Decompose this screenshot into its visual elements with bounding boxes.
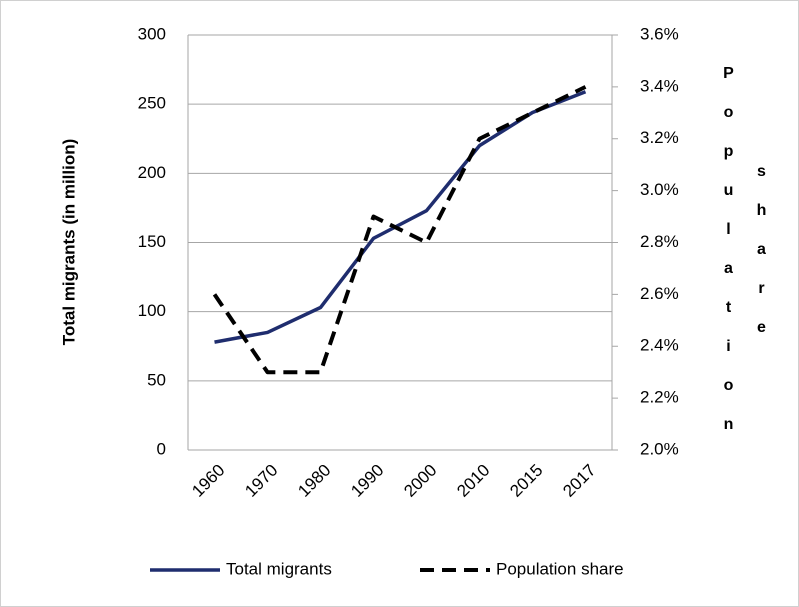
y-tick-label: 150 bbox=[138, 232, 166, 251]
x-tick-label: 2017 bbox=[559, 461, 599, 501]
x-tick-label: 1970 bbox=[241, 461, 281, 501]
y2-tick-label: 2.2% bbox=[640, 388, 679, 407]
x-tick-label: 2000 bbox=[400, 461, 440, 501]
y-tick-label: 250 bbox=[138, 94, 166, 113]
legend-label: Total migrants bbox=[226, 559, 332, 578]
x-tick-label: 1980 bbox=[294, 461, 334, 501]
x-tick-label: 2010 bbox=[453, 461, 493, 501]
y2-tick-label: 2.4% bbox=[640, 336, 679, 355]
x-tick-label: 1990 bbox=[347, 461, 387, 501]
x-tick-label: 1960 bbox=[188, 461, 228, 501]
y2-tick-label: 3.2% bbox=[640, 128, 679, 147]
y-tick-label: 100 bbox=[138, 301, 166, 320]
y-tick-label: 300 bbox=[138, 24, 166, 43]
y2-tick-label: 3.0% bbox=[640, 180, 679, 199]
y2-tick-label: 3.4% bbox=[640, 76, 679, 95]
y2-tick-label: 2.6% bbox=[640, 284, 679, 303]
x-tick-label: 2015 bbox=[506, 461, 546, 501]
y-tick-label: 200 bbox=[138, 163, 166, 182]
y-axis-title: Total migrants (in million) bbox=[59, 139, 78, 346]
y2-axis-title: Population share bbox=[720, 65, 770, 455]
series-line bbox=[214, 90, 587, 344]
y-tick-label: 50 bbox=[147, 370, 166, 389]
y2-tick-label: 3.6% bbox=[640, 24, 679, 43]
legend-label: Population share bbox=[496, 559, 624, 578]
y-tick-label: 0 bbox=[157, 439, 166, 458]
series-line bbox=[212, 85, 587, 375]
y2-tick-label: 2.0% bbox=[640, 439, 679, 458]
y2-tick-label: 2.8% bbox=[640, 232, 679, 251]
